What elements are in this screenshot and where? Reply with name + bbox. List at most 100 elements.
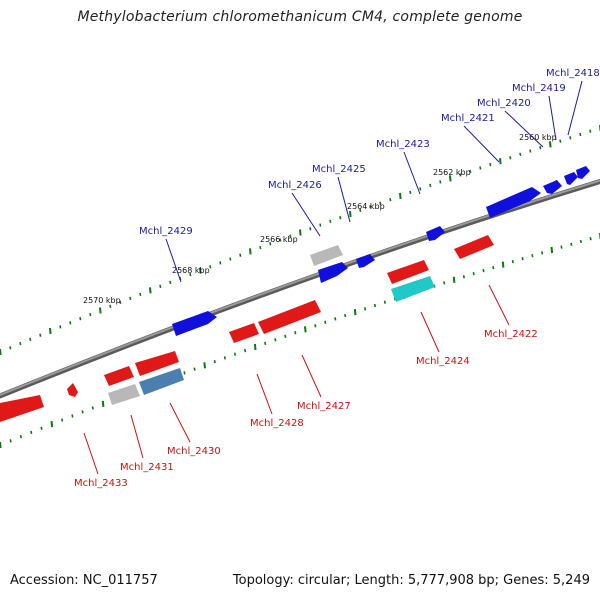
label-mchl-2421[interactable]: Mchl_2421 bbox=[441, 113, 495, 124]
forward-labels: Mchl_2418 Mchl_2419 Mchl_2420 Mchl_2421 … bbox=[139, 68, 600, 237]
genome-backbone-highlight bbox=[0, 179, 600, 397]
topology-label: Topology: circular; Length: 5,777,908 bp… bbox=[232, 573, 590, 588]
minor-tick bbox=[369, 205, 372, 209]
minor-tick bbox=[309, 227, 312, 231]
gene-mchl-2419[interactable] bbox=[564, 172, 578, 185]
minor-tick bbox=[539, 146, 542, 150]
minor-tick bbox=[531, 254, 534, 258]
minor-tick bbox=[79, 317, 82, 321]
minor-tick bbox=[39, 333, 42, 337]
minor-tick bbox=[109, 304, 112, 309]
label-mchl-2430[interactable]: Mchl_2430 bbox=[167, 446, 221, 457]
gene-mchl-2433-small[interactable] bbox=[67, 383, 78, 397]
minor-tick bbox=[409, 190, 412, 195]
label-mchl-2428[interactable]: Mchl_2428 bbox=[250, 418, 304, 429]
gene-mchl-2430-red[interactable] bbox=[135, 351, 179, 376]
minor-tick bbox=[559, 139, 562, 143]
minor-tick bbox=[334, 317, 337, 321]
gene-mchl-2418[interactable] bbox=[576, 166, 590, 179]
label-mchl-2420[interactable]: Mchl_2420 bbox=[477, 98, 531, 109]
scale-ticks-bottom bbox=[0, 233, 600, 449]
gene-mchl-2421[interactable] bbox=[486, 187, 541, 218]
label-mchl-2429[interactable]: Mchl_2429 bbox=[139, 226, 193, 237]
minor-tick bbox=[469, 169, 472, 174]
gene-mchl-2430[interactable] bbox=[139, 368, 184, 395]
gene-mchl-2426[interactable] bbox=[310, 245, 343, 266]
gene-mchl-2433[interactable] bbox=[0, 395, 44, 423]
label-mchl-2422[interactable]: Mchl_2422 bbox=[484, 329, 538, 340]
major-tick bbox=[399, 192, 402, 200]
gene-mchl-2428[interactable] bbox=[229, 323, 259, 343]
minor-tick bbox=[492, 265, 495, 270]
minor-tick bbox=[289, 234, 292, 238]
gene-mchl-2425-a[interactable] bbox=[356, 254, 375, 268]
reverse-genes bbox=[0, 235, 494, 423]
label-mchl-2425[interactable]: Mchl_2425 bbox=[312, 164, 366, 175]
minor-tick bbox=[193, 367, 196, 371]
major-tick bbox=[549, 141, 552, 148]
gene-mchl-2424[interactable] bbox=[391, 276, 435, 302]
label-mchl-2424[interactable]: Mchl_2424 bbox=[416, 356, 470, 367]
minor-tick bbox=[294, 331, 297, 335]
gene-mchl-2423[interactable] bbox=[426, 226, 445, 241]
major-tick bbox=[304, 326, 307, 333]
gene-mchl-2431-red[interactable] bbox=[104, 366, 134, 386]
minor-tick bbox=[443, 281, 446, 285]
minor-tick bbox=[589, 237, 592, 241]
major-tick bbox=[199, 267, 202, 274]
gene-mchl-2427[interactable] bbox=[258, 300, 321, 334]
minor-tick bbox=[489, 162, 492, 167]
minor-tick bbox=[439, 180, 442, 184]
label-mchl-2426[interactable]: Mchl_2426 bbox=[268, 180, 322, 191]
major-tick bbox=[249, 248, 252, 255]
minor-tick bbox=[569, 136, 572, 140]
minor-tick bbox=[139, 292, 142, 297]
gene-mchl-2420[interactable] bbox=[543, 180, 562, 194]
scale-label-2562: 2562 kbp bbox=[433, 168, 471, 177]
major-tick bbox=[149, 287, 152, 294]
minor-tick bbox=[479, 166, 482, 170]
minor-tick bbox=[9, 439, 12, 443]
major-tick bbox=[501, 261, 505, 268]
label-mchl-2423[interactable]: Mchl_2423 bbox=[376, 139, 430, 150]
major-tick bbox=[0, 348, 2, 356]
scale-ticks-top bbox=[0, 125, 600, 356]
minor-tick bbox=[521, 257, 524, 261]
minor-tick bbox=[529, 149, 532, 153]
gene-mchl-2424-red[interactable] bbox=[387, 260, 429, 284]
gene-mchl-2425-b[interactable] bbox=[318, 262, 348, 283]
minor-tick bbox=[319, 223, 322, 227]
scale-label-2568: 2568 kbp bbox=[172, 266, 210, 275]
minor-tick bbox=[213, 359, 216, 364]
minor-tick bbox=[9, 346, 12, 350]
accession-label: Accession: NC_011757 bbox=[10, 573, 158, 588]
minor-tick bbox=[379, 201, 382, 205]
label-mchl-2431[interactable]: Mchl_2431 bbox=[120, 462, 174, 473]
label-mchl-2433[interactable]: Mchl_2433 bbox=[74, 478, 128, 489]
gene-mchl-2431[interactable] bbox=[108, 384, 140, 405]
forward-genes bbox=[172, 166, 590, 336]
label-mchl-2427[interactable]: Mchl_2427 bbox=[297, 401, 351, 412]
minor-tick bbox=[219, 261, 222, 265]
minor-tick bbox=[519, 152, 522, 157]
minor-tick bbox=[359, 208, 362, 213]
reverse-label-leaders bbox=[83, 284, 510, 475]
minor-tick bbox=[129, 296, 132, 301]
minor-tick bbox=[19, 434, 22, 439]
minor-tick bbox=[274, 338, 277, 342]
label-mchl-2418[interactable]: Mchl_2418 bbox=[546, 68, 600, 79]
minor-tick bbox=[40, 426, 43, 430]
minor-tick bbox=[472, 271, 475, 276]
minor-tick bbox=[509, 156, 512, 160]
minor-tick bbox=[482, 268, 485, 273]
minor-tick bbox=[264, 341, 267, 346]
minor-tick bbox=[233, 352, 237, 356]
minor-tick bbox=[239, 253, 242, 257]
minor-tick bbox=[89, 312, 92, 317]
gene-mchl-2422[interactable] bbox=[454, 235, 494, 259]
gene-mchl-2429[interactable] bbox=[172, 311, 217, 336]
major-tick bbox=[449, 175, 452, 182]
minor-tick bbox=[589, 129, 592, 133]
label-mchl-2419[interactable]: Mchl_2419 bbox=[512, 83, 566, 94]
